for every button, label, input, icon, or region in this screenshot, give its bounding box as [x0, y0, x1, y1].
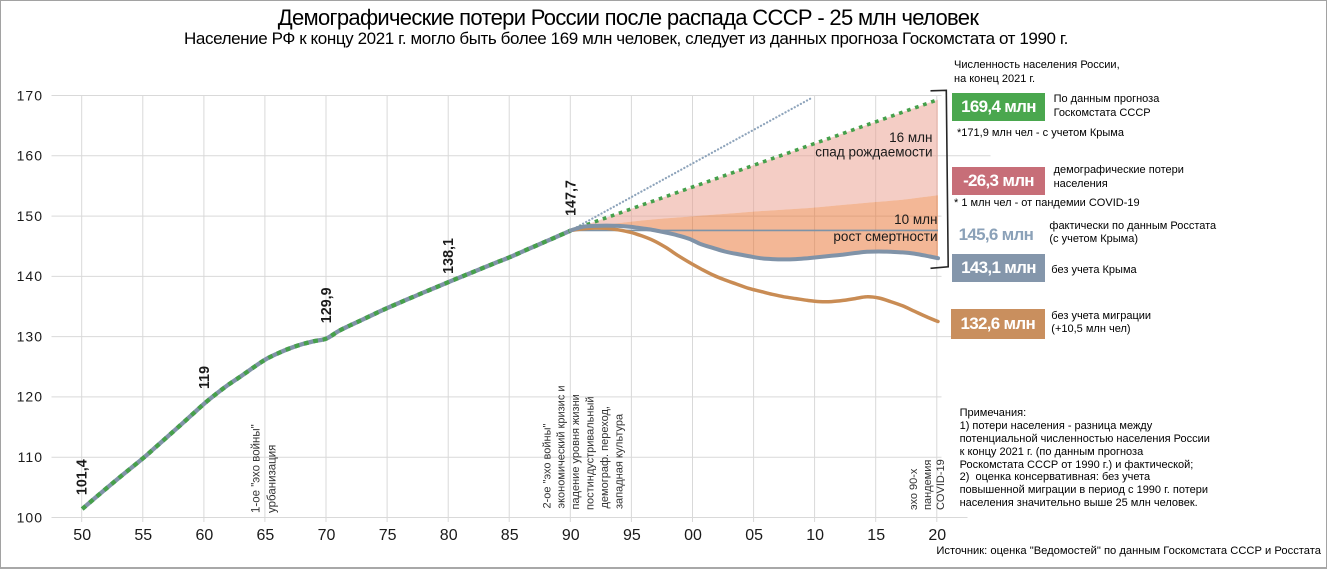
svg-text:западная культура: западная культура — [613, 413, 625, 509]
svg-text:120: 120 — [17, 389, 43, 405]
svg-text:140: 140 — [17, 268, 43, 284]
svg-text:COVID-19: COVID-19 — [935, 459, 947, 510]
svg-text:10: 10 — [806, 527, 824, 544]
svg-text:85: 85 — [501, 527, 519, 544]
svg-text:101,4: 101,4 — [75, 459, 91, 495]
svg-text:16 млн: 16 млн — [889, 130, 932, 145]
svg-text:129,9: 129,9 — [319, 287, 335, 323]
svg-text:138,1: 138,1 — [441, 238, 457, 274]
svg-text:15: 15 — [867, 527, 885, 544]
svg-text:130: 130 — [17, 328, 43, 344]
svg-text:70: 70 — [318, 527, 336, 544]
svg-text:10 млн: 10 млн — [894, 212, 937, 227]
svg-text:150: 150 — [17, 208, 43, 224]
svg-text:90: 90 — [562, 527, 580, 544]
svg-text:110: 110 — [18, 449, 43, 465]
svg-text:демограф. переход,: демограф. переход, — [599, 406, 611, 508]
svg-text:спад рождаемости: спад рождаемости — [815, 145, 932, 160]
svg-text:эхо 90-х: эхо 90-х — [908, 468, 920, 510]
svg-text:75: 75 — [379, 527, 397, 544]
svg-text:урбанизация: урбанизация — [266, 445, 278, 513]
svg-text:пандемия: пандемия — [922, 460, 934, 510]
svg-text:рост смертности: рост смертности — [833, 229, 937, 244]
svg-text:00: 00 — [684, 527, 702, 544]
svg-text:20: 20 — [928, 527, 946, 544]
svg-text:постиндустривальный: постиндустривальный — [585, 396, 597, 510]
svg-text:95: 95 — [623, 527, 641, 544]
svg-text:55: 55 — [134, 527, 152, 544]
svg-text:170: 170 — [17, 87, 43, 103]
svg-text:80: 80 — [440, 527, 458, 544]
svg-text:100: 100 — [17, 509, 43, 525]
svg-text:65: 65 — [257, 527, 275, 544]
svg-text:119: 119 — [197, 366, 213, 389]
svg-text:2-ое "эхо войны": 2-ое "эхо войны" — [541, 424, 553, 509]
svg-text:05: 05 — [745, 527, 763, 544]
svg-text:экономический кризис и: экономический кризис и — [556, 385, 568, 508]
svg-text:50: 50 — [73, 527, 91, 544]
svg-text:60: 60 — [196, 527, 214, 544]
svg-text:147,7: 147,7 — [563, 180, 579, 216]
svg-text:160: 160 — [17, 148, 43, 164]
svg-text:падение уровня жизни: падение уровня жизни — [570, 394, 582, 509]
svg-text:1-ое "эхо войны": 1-ое "эхо войны" — [251, 424, 263, 513]
